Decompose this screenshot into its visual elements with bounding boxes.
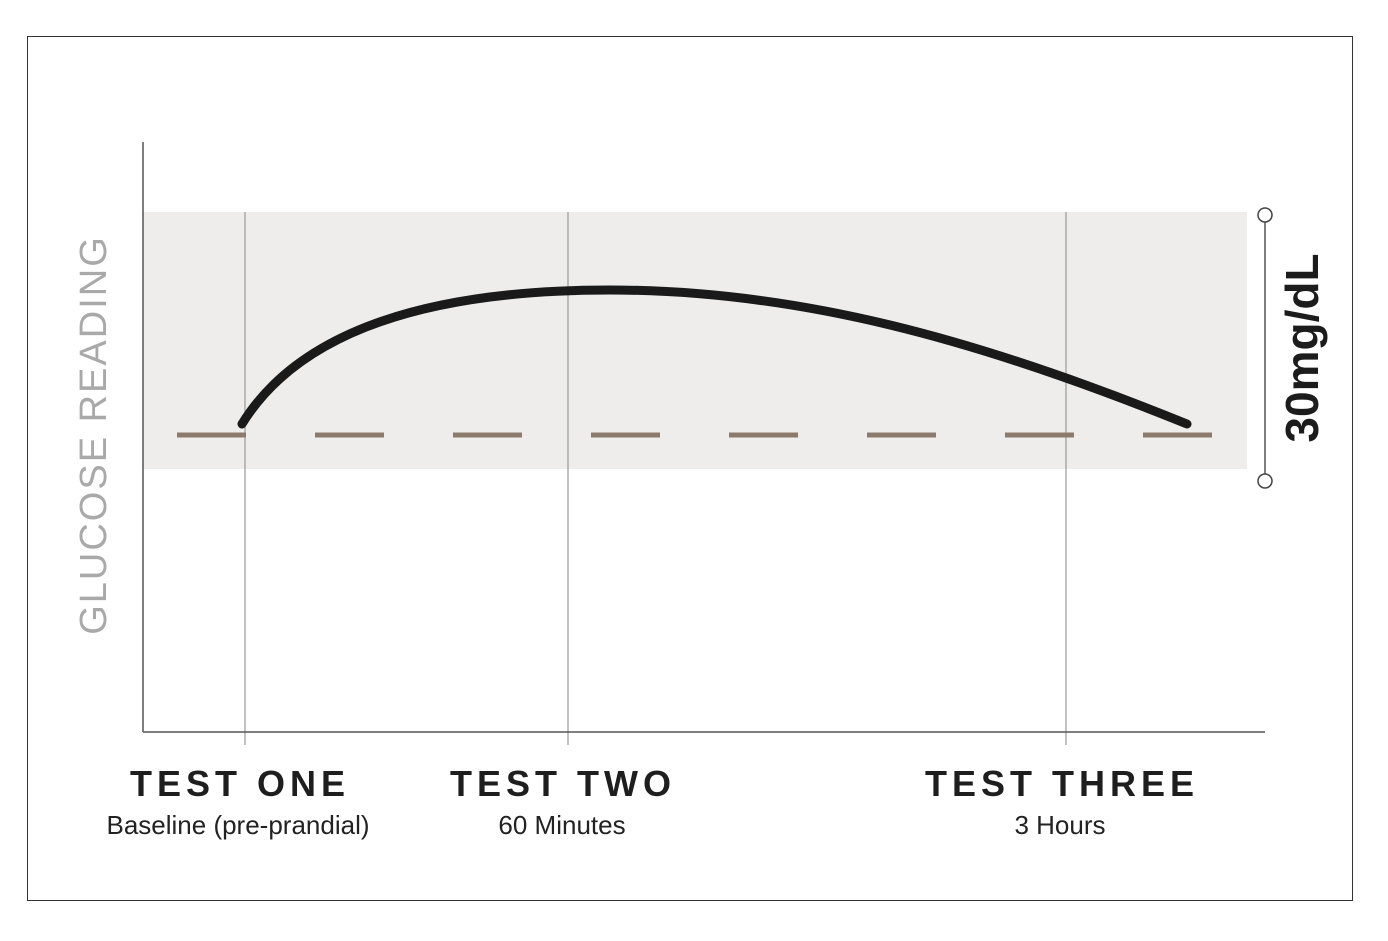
test-two-subtitle: 60 Minutes	[498, 810, 625, 840]
test-three-subtitle: 3 Hours	[1014, 810, 1105, 840]
range-label: 30mg/dL	[1276, 253, 1328, 442]
test-one-title: TEST ONE	[130, 763, 350, 804]
range-bracket-top-marker	[1257, 207, 1273, 223]
y-axis-label: GLUCOSE READING	[73, 235, 115, 635]
test-two-title: TEST TWO	[450, 763, 676, 804]
test-one-subtitle: Baseline (pre-prandial)	[106, 810, 369, 840]
target-range-band	[143, 212, 1247, 469]
glucose-curve	[237, 285, 1192, 429]
test-three-title: TEST THREE	[925, 763, 1199, 804]
range-bracket-bottom-marker	[1257, 473, 1273, 489]
